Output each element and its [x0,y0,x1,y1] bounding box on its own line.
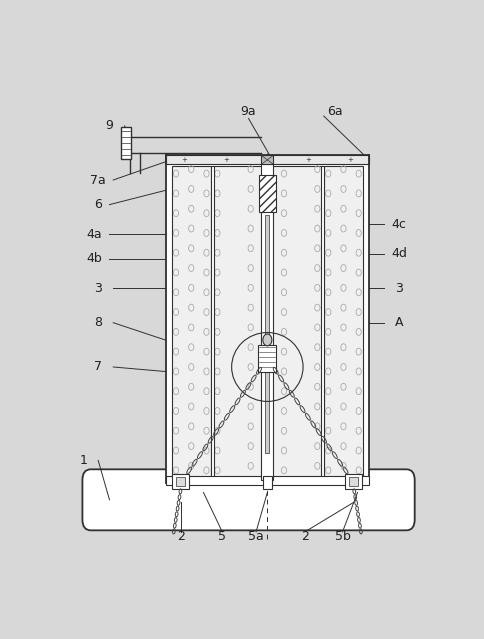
Text: 4d: 4d [390,247,406,260]
Bar [212,166,321,478]
Bar [258,345,276,372]
Bar [261,164,273,480]
Text: 3: 3 [94,282,102,295]
Text: 6: 6 [94,198,102,211]
Circle shape [262,334,272,346]
Text: 7a: 7a [90,174,106,187]
Text: 7: 7 [94,360,102,373]
Bar [261,155,273,164]
Bar [262,476,272,488]
Text: 1: 1 [79,454,87,467]
Text: A: A [394,316,402,329]
Text: 9: 9 [106,119,113,132]
Text: +: + [182,157,187,163]
Bar [348,477,358,486]
Text: +: + [305,157,311,163]
FancyBboxPatch shape [82,469,414,530]
Bar [166,155,368,164]
Text: 9a: 9a [240,105,256,118]
Bar [166,476,368,485]
Text: 5a: 5a [248,530,263,543]
Bar [265,215,269,453]
Bar [345,473,362,488]
Bar [176,477,185,486]
Bar [121,127,131,159]
Text: 5b: 5b [334,530,350,543]
Text: 4a: 4a [87,227,102,241]
Bar [320,166,323,478]
Text: 5: 5 [218,530,226,543]
Bar [171,166,211,478]
Bar [211,166,213,478]
Bar [166,155,368,482]
Bar [323,166,363,478]
Text: 3: 3 [394,282,402,295]
Text: +: + [347,157,352,163]
Text: 8: 8 [94,316,102,329]
Text: 2: 2 [301,530,308,543]
Text: 4c: 4c [391,218,406,231]
Text: +: + [223,157,228,163]
Text: 2: 2 [177,530,184,543]
Text: 4b: 4b [87,252,102,265]
Bar [258,175,275,212]
Bar [172,473,189,488]
Text: 6a: 6a [327,105,342,118]
